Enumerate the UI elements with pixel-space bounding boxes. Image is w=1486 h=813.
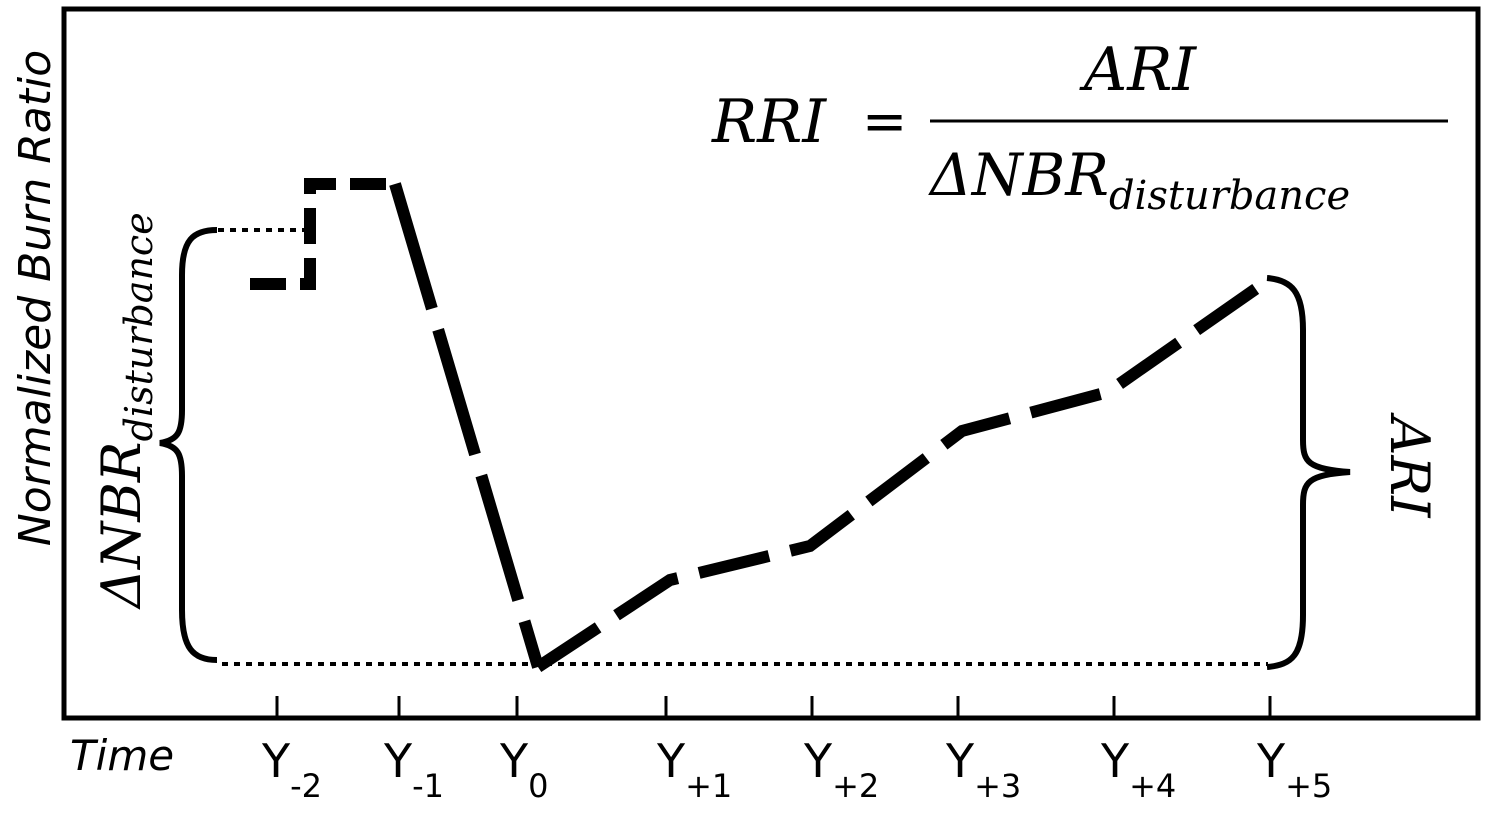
time-tick-sub: +3 <box>974 767 1021 805</box>
time-tick-label: Y-1 <box>383 734 444 805</box>
nbr-trajectory-decline <box>389 182 544 669</box>
formula-equals: = <box>862 90 907 153</box>
time-tick-base: Y <box>945 734 975 788</box>
time-tick-label: Y+4 <box>1100 734 1176 805</box>
plot-frame <box>61 6 1481 721</box>
time-tick-label: Y+5 <box>1256 734 1332 805</box>
left-brace-label-sub: disturbance <box>117 212 161 441</box>
time-tick-labels: Y-2 Y-1 Y0 Y+1 Y+2 Y+3 Y+4 Y+5 <box>261 734 1332 805</box>
time-tick-sub: -1 <box>412 767 444 805</box>
y-axis-label: Normalized Burn Ratio <box>10 50 61 546</box>
time-tick-base: Y <box>383 734 413 788</box>
time-tick-label: Y-2 <box>261 734 322 805</box>
time-tick-label: Y+2 <box>803 734 879 805</box>
time-ticks <box>275 696 1272 716</box>
time-tick-base: Y <box>499 734 529 788</box>
time-tick-label: Y+1 <box>656 734 732 805</box>
time-tick-sub: +5 <box>1285 767 1332 805</box>
formula-numerator: ARI <box>1079 35 1198 105</box>
right-brace <box>1266 275 1351 670</box>
time-tick-base: Y <box>261 734 291 788</box>
nbr-trajectory-pre <box>250 178 395 290</box>
time-tick-base: Y <box>803 734 833 788</box>
formula-denominator-main: ΔNBR <box>928 141 1109 209</box>
formula-denominator: ΔNBRdisturbance <box>928 141 1350 219</box>
left-brace-label: ΔNBRdisturbance <box>90 212 161 610</box>
formula-denominator-sub: disturbance <box>1109 173 1350 219</box>
time-tick-base: Y <box>1100 734 1130 788</box>
rri-formula: RRI = ARI ΔNBRdisturbance <box>711 35 1448 219</box>
left-brace-label-main: ΔNBR <box>90 441 153 610</box>
time-tick-label: Y+3 <box>945 734 1021 805</box>
time-tick-base: Y <box>1256 734 1286 788</box>
time-tick-sub: +2 <box>832 767 879 805</box>
time-tick-sub: -2 <box>290 767 322 805</box>
nbr-trajectory-recovery <box>534 276 1271 673</box>
time-tick-sub: 0 <box>528 767 548 805</box>
time-tick-sub: +4 <box>1129 767 1176 805</box>
time-tick-label: Y0 <box>499 734 548 805</box>
time-tick-base: Y <box>656 734 686 788</box>
right-brace-label: ARI <box>1378 412 1441 520</box>
time-tick-sub: +1 <box>685 767 732 805</box>
x-axis-label: Time <box>70 731 174 780</box>
left-brace <box>159 227 218 663</box>
formula-lhs: RRI <box>711 87 827 157</box>
